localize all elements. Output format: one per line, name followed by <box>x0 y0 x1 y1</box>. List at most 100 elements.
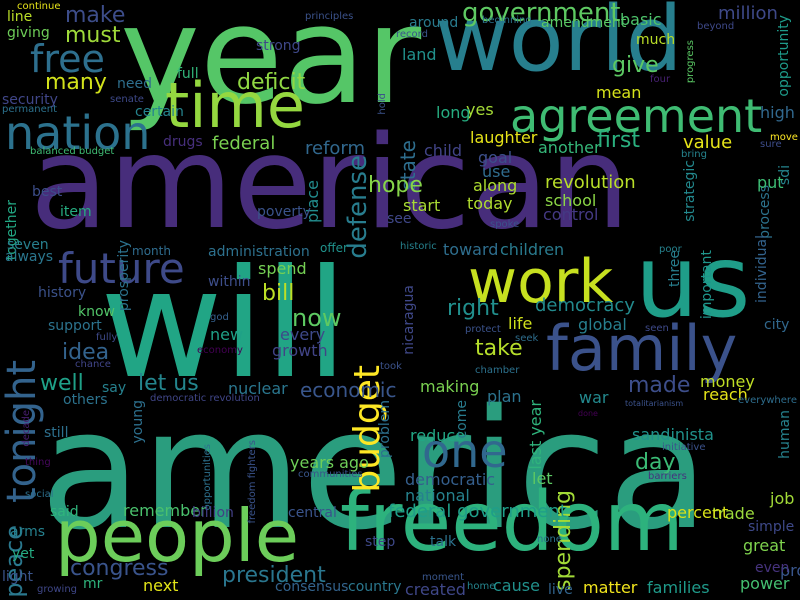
word-item: item <box>60 204 92 220</box>
word-talk: talk <box>430 534 457 550</box>
word-laughter: laughter <box>470 128 538 147</box>
word-drugs: drugs <box>163 134 203 150</box>
word-consensus: consensus <box>275 579 349 595</box>
word-opportunity: opportunity <box>776 15 792 97</box>
word-high: high <box>760 103 795 122</box>
word-goal: goal <box>478 148 513 167</box>
word-communities: communities <box>298 469 363 480</box>
word-totalitarianism: totalitarianism <box>625 399 684 408</box>
word-free: free <box>30 37 105 81</box>
word-individual: individual <box>754 235 770 303</box>
word-know: know <box>78 304 115 320</box>
word-let-us: let us <box>138 371 199 396</box>
word-opportunities: opportunities <box>202 444 213 511</box>
word-strategic: strategic <box>682 160 698 222</box>
word-need: need <box>117 76 152 92</box>
word-mr: mr <box>83 576 103 592</box>
word-many: many <box>45 70 107 95</box>
word-democracy: democracy <box>535 295 635 316</box>
word-now: now <box>292 304 342 332</box>
word-beyond: beyond <box>697 21 735 32</box>
word-simple: simple <box>748 519 795 535</box>
word-bill: bill <box>262 281 295 306</box>
word-yes: yes <box>466 100 494 119</box>
word-million: million <box>718 3 778 24</box>
word-always: always <box>5 249 54 265</box>
word-light: light <box>2 569 34 585</box>
word-put: put <box>757 173 784 192</box>
word-nation: nation <box>5 106 151 160</box>
word-done: done <box>578 409 598 418</box>
word-work: work <box>468 247 614 317</box>
word-well: well <box>40 371 84 396</box>
word-say: say <box>102 380 127 396</box>
word-around: around <box>409 15 459 31</box>
word-new: new <box>210 325 244 344</box>
word-reduce: reduce <box>410 426 466 445</box>
word-last-year: last year <box>526 400 545 470</box>
word-everywhere: everywhere <box>738 395 797 406</box>
word-freedom: freedom <box>340 475 684 570</box>
word-move: move <box>770 132 798 143</box>
word-family: family <box>546 312 738 385</box>
word-must: must <box>65 23 121 48</box>
word-make: make <box>65 3 126 28</box>
word-social: social <box>25 489 54 500</box>
word-trade: trade <box>712 504 755 523</box>
word-first: first <box>597 128 640 153</box>
word-decade: decade <box>21 410 32 447</box>
word-senate: senate <box>110 94 144 105</box>
word-problem: problem <box>377 400 393 458</box>
word-revolution: revolution <box>545 172 636 193</box>
word-deficit: deficit <box>237 70 306 95</box>
word-great: great <box>743 536 786 555</box>
word-take: take <box>475 336 523 361</box>
word-human: human <box>777 410 793 459</box>
word-principles: principles <box>305 11 354 22</box>
word-years-ago: years ago <box>290 453 369 472</box>
word-seen: seen <box>645 323 669 334</box>
word-even: even <box>755 560 790 576</box>
word-matter: matter <box>583 578 638 597</box>
word-country: country <box>348 579 402 595</box>
word-freedom-fighters: freedom fighters <box>247 440 258 524</box>
word-start: start <box>403 196 441 215</box>
word-congress: congress <box>70 556 169 581</box>
word-beginning: beginning <box>482 15 532 26</box>
word-still: still <box>44 425 69 441</box>
word-made: made <box>628 373 691 398</box>
word-value: value <box>683 132 733 153</box>
word-sandinista: sandinista <box>632 425 714 444</box>
word-federal: federal <box>212 133 276 154</box>
word-people: people <box>55 494 300 578</box>
word-defense: defense <box>343 155 373 259</box>
word-next: next <box>143 576 179 595</box>
word-time: time <box>165 69 306 142</box>
word-administration: administration <box>208 244 310 260</box>
word-protect: protect <box>465 324 501 335</box>
word-american: american <box>30 109 630 258</box>
word-central: central <box>288 505 337 521</box>
word-step: step <box>365 534 396 550</box>
word-let: let <box>532 469 553 488</box>
word-bring: bring <box>681 149 707 160</box>
word-others: others <box>63 392 108 408</box>
word-chamber: chamber <box>475 365 520 376</box>
word-security: security <box>2 92 58 108</box>
word-thing: thing <box>25 457 51 468</box>
word-permanent: permanent <box>2 104 58 115</box>
word-yet: yet <box>12 546 35 562</box>
word-historic: historic <box>400 241 437 252</box>
word-school: school <box>545 191 597 210</box>
word-land: land <box>402 45 437 64</box>
word-nuclear: nuclear <box>228 379 288 398</box>
word-full: full <box>177 66 199 82</box>
word-amendment: amendment <box>541 15 627 31</box>
word-world: world <box>435 0 683 92</box>
word-percent: percent <box>667 503 729 522</box>
word-poor: poor <box>659 244 682 255</box>
word-fully: fully <box>96 332 118 343</box>
word-use: use <box>482 162 511 181</box>
word-reach: reach <box>703 385 748 404</box>
